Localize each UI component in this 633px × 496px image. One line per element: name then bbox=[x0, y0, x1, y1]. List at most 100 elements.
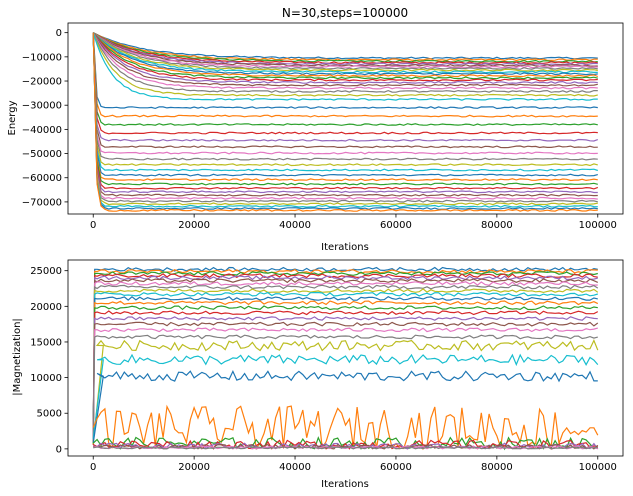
energy-axes-frame bbox=[67, 22, 624, 215]
energy-series-line bbox=[92, 32, 598, 161]
energy-chart-title: N=30,steps=100000 bbox=[282, 6, 408, 20]
energy-series-line bbox=[92, 32, 598, 67]
y-tick-label: −50000 bbox=[22, 149, 62, 160]
magnetization-series-line bbox=[92, 339, 599, 444]
magnetization-series-line bbox=[92, 268, 598, 439]
energy-series-line bbox=[92, 32, 598, 203]
energy-y-axis-label: Energy bbox=[7, 100, 18, 135]
magnetization-series-line bbox=[92, 305, 598, 441]
energy-series-line bbox=[92, 32, 598, 186]
magnetization-series-line bbox=[92, 310, 599, 445]
y-tick-label: −10000 bbox=[22, 52, 62, 63]
y-tick-label: 20000 bbox=[30, 302, 62, 313]
magnetization-series-line bbox=[92, 288, 599, 445]
magnetization-series-line bbox=[93, 445, 599, 450]
energy-series-line bbox=[92, 32, 599, 78]
magnetization-axes-ticks: 0 20000 40000 60000 80000 100000 0 5000 10000 150… bbox=[30, 266, 617, 473]
energy-series-line bbox=[92, 32, 598, 167]
energy-series-line bbox=[92, 32, 598, 110]
y-tick-label: −20000 bbox=[22, 77, 62, 88]
energy-series-line bbox=[92, 32, 598, 76]
energy-series-line bbox=[92, 32, 598, 87]
energy-series-line bbox=[92, 32, 598, 155]
magnetization-series-line bbox=[92, 296, 598, 439]
energy-series-line bbox=[92, 32, 598, 60]
x-tick-label: 20000 bbox=[178, 462, 210, 473]
x-tick-label: 0 bbox=[90, 462, 96, 473]
energy-series-line bbox=[92, 32, 598, 208]
energy-series-line bbox=[92, 32, 598, 182]
magnetization-series-line bbox=[92, 327, 598, 441]
x-tick-label: 100000 bbox=[579, 462, 617, 473]
energy-series-line bbox=[92, 32, 598, 74]
magnetization-series-line bbox=[92, 321, 599, 444]
magnetization-y-axis-label: |Magnetization| bbox=[12, 318, 23, 396]
magnetization-series-line bbox=[92, 291, 598, 443]
energy-series-line bbox=[92, 32, 598, 80]
energy-series-line bbox=[92, 32, 598, 212]
energy-series-line bbox=[92, 32, 598, 200]
y-tick-label: 25000 bbox=[30, 266, 62, 277]
x-tick-label: 40000 bbox=[279, 220, 311, 231]
magnetization-series-line bbox=[92, 278, 599, 439]
magnetization-series-line bbox=[92, 334, 598, 444]
x-tick-label: 60000 bbox=[380, 462, 412, 473]
energy-series-line bbox=[92, 32, 599, 142]
energy-series-line bbox=[92, 32, 598, 84]
magnetization-series-line bbox=[92, 369, 598, 444]
energy-series-line bbox=[92, 32, 598, 149]
y-tick-label: −60000 bbox=[22, 173, 62, 184]
energy-series-line bbox=[92, 32, 598, 69]
energy-series-line bbox=[92, 32, 598, 194]
magnetization-series-line bbox=[93, 446, 598, 450]
energy-series-line bbox=[92, 32, 598, 210]
magnetization-series-line bbox=[92, 281, 598, 441]
energy-series-line bbox=[92, 32, 598, 63]
y-tick-label: 10000 bbox=[30, 373, 62, 384]
magnetization-series-line bbox=[92, 300, 599, 444]
energy-series-line bbox=[92, 32, 598, 65]
x-tick-label: 20000 bbox=[178, 220, 210, 231]
x-tick-label: 60000 bbox=[380, 220, 412, 231]
energy-series-line bbox=[92, 32, 598, 97]
x-tick-label: 80000 bbox=[481, 220, 513, 231]
magnetization-x-axis-label: Iterations bbox=[321, 479, 369, 490]
y-tick-label: 0 bbox=[56, 444, 62, 455]
energy-series-line bbox=[92, 32, 598, 70]
x-tick-label: 0 bbox=[90, 220, 96, 231]
energy-series-line bbox=[92, 32, 598, 66]
energy-series-line bbox=[92, 32, 598, 82]
energy-plot-area bbox=[92, 32, 599, 212]
energy-series-line bbox=[92, 32, 598, 90]
magnetization-series-line bbox=[92, 275, 598, 445]
energy-series-line bbox=[92, 32, 598, 62]
energy-series-line bbox=[92, 32, 598, 101]
magnetization-plot-area bbox=[92, 266, 599, 451]
magnetization-axes-frame bbox=[67, 259, 624, 457]
energy-series-line bbox=[92, 32, 598, 127]
energy-series-line bbox=[92, 32, 598, 177]
energy-series-line bbox=[92, 32, 598, 172]
magnetization-series-line bbox=[92, 353, 599, 439]
x-tick-label: 40000 bbox=[279, 462, 311, 473]
energy-series-line bbox=[92, 32, 598, 206]
energy-axes-ticks: 0 20000 40000 60000 80000 100000 0 −10000 −20000… bbox=[22, 28, 617, 231]
x-tick-label: 80000 bbox=[481, 462, 513, 473]
energy-series-line bbox=[92, 32, 599, 190]
magnetization-series-line bbox=[92, 273, 598, 445]
y-tick-label: −70000 bbox=[22, 197, 62, 208]
energy-series-line bbox=[92, 32, 598, 135]
y-tick-label: −40000 bbox=[22, 125, 62, 136]
energy-series-line bbox=[92, 32, 598, 118]
magnetization-series-line bbox=[92, 404, 599, 451]
energy-series-line bbox=[92, 32, 598, 72]
y-tick-label: 0 bbox=[56, 28, 62, 39]
energy-series-line bbox=[92, 32, 598, 93]
magnetization-series-line bbox=[92, 284, 599, 440]
y-tick-label: 15000 bbox=[30, 337, 62, 348]
magnetization-series-line bbox=[92, 316, 598, 439]
y-tick-label: 5000 bbox=[37, 409, 62, 420]
x-tick-label: 100000 bbox=[579, 220, 617, 231]
y-tick-label: −30000 bbox=[22, 101, 62, 112]
